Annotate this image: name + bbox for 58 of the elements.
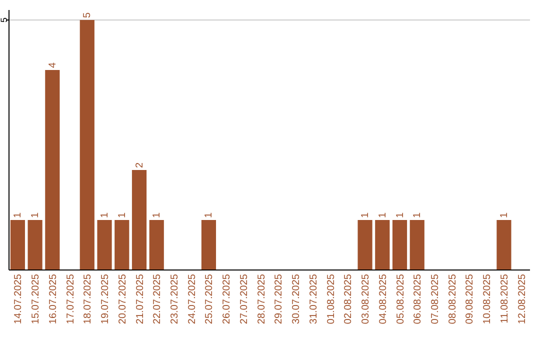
bar bbox=[132, 170, 147, 270]
x-tick-label: 21.07.2025 bbox=[134, 274, 146, 324]
x-tick-label: 12.08.2025 bbox=[516, 274, 528, 324]
data-label: 1 bbox=[116, 212, 128, 218]
bar bbox=[375, 220, 390, 270]
bar bbox=[358, 220, 372, 270]
x-tick-label: 08.08.2025 bbox=[447, 274, 458, 324]
x-tick-label: 14.07.2025 bbox=[13, 274, 24, 324]
x-tick-label: 10.08.2025 bbox=[482, 274, 494, 324]
x-tick-label: 22.07.2025 bbox=[152, 274, 164, 324]
data-label: 1 bbox=[12, 212, 24, 218]
data-label: 1 bbox=[152, 212, 163, 218]
data-label: 2 bbox=[134, 162, 146, 168]
bar bbox=[410, 220, 424, 270]
bar bbox=[149, 220, 164, 270]
x-tick-label: 04.08.2025 bbox=[378, 274, 389, 324]
x-tick-label: 30.07.2025 bbox=[291, 274, 302, 324]
x-tick-label: 06.08.2025 bbox=[412, 274, 424, 324]
x-tick-label: 07.08.2025 bbox=[430, 274, 441, 324]
bar bbox=[45, 70, 60, 270]
x-tick-label: 31.07.2025 bbox=[308, 274, 320, 324]
x-tick-label: 28.07.2025 bbox=[256, 274, 268, 324]
x-tick-label: 15.07.2025 bbox=[30, 274, 42, 324]
bar bbox=[10, 220, 25, 270]
bar bbox=[80, 20, 94, 270]
bar bbox=[496, 220, 512, 270]
bar bbox=[97, 220, 112, 270]
bar bbox=[28, 220, 42, 270]
bar bbox=[392, 220, 408, 270]
x-tick-label: 20.07.2025 bbox=[117, 274, 128, 324]
x-tick-label: 03.08.2025 bbox=[360, 274, 372, 324]
data-label: 5 bbox=[82, 12, 94, 18]
x-tick-label: 29.07.2025 bbox=[274, 274, 285, 324]
data-label: 1 bbox=[377, 212, 388, 218]
x-tick-label: 01.08.2025 bbox=[326, 274, 337, 324]
x-tick-label: 19.07.2025 bbox=[100, 274, 112, 324]
data-label: 1 bbox=[204, 212, 215, 218]
bar bbox=[114, 220, 130, 270]
data-label: 1 bbox=[412, 212, 424, 218]
x-tick-label: 02.08.2025 bbox=[343, 274, 354, 324]
x-tick-label: 24.07.2025 bbox=[186, 274, 198, 324]
x-tick-label: 23.07.2025 bbox=[169, 274, 180, 324]
data-label: 1 bbox=[30, 212, 42, 218]
x-tick-label: 11.08.2025 bbox=[499, 274, 510, 324]
data-label: 1 bbox=[360, 212, 372, 218]
x-tick-label: 09.08.2025 bbox=[464, 274, 476, 324]
data-label: 1 bbox=[498, 212, 510, 218]
x-tick-label: 27.07.2025 bbox=[238, 274, 250, 324]
data-label: 1 bbox=[394, 212, 406, 218]
data-label: 4 bbox=[47, 62, 58, 68]
x-tick-label: 16.07.2025 bbox=[48, 274, 59, 324]
x-tick-label: 18.07.2025 bbox=[82, 274, 94, 324]
bar bbox=[201, 220, 216, 270]
x-tick-label: 17.07.2025 bbox=[65, 274, 76, 324]
x-tick-label: 26.07.2025 bbox=[222, 274, 233, 324]
data-label: 1 bbox=[100, 212, 111, 218]
x-tick-label: 25.07.2025 bbox=[204, 274, 216, 324]
x-tick-label: 05.08.2025 bbox=[395, 274, 406, 324]
